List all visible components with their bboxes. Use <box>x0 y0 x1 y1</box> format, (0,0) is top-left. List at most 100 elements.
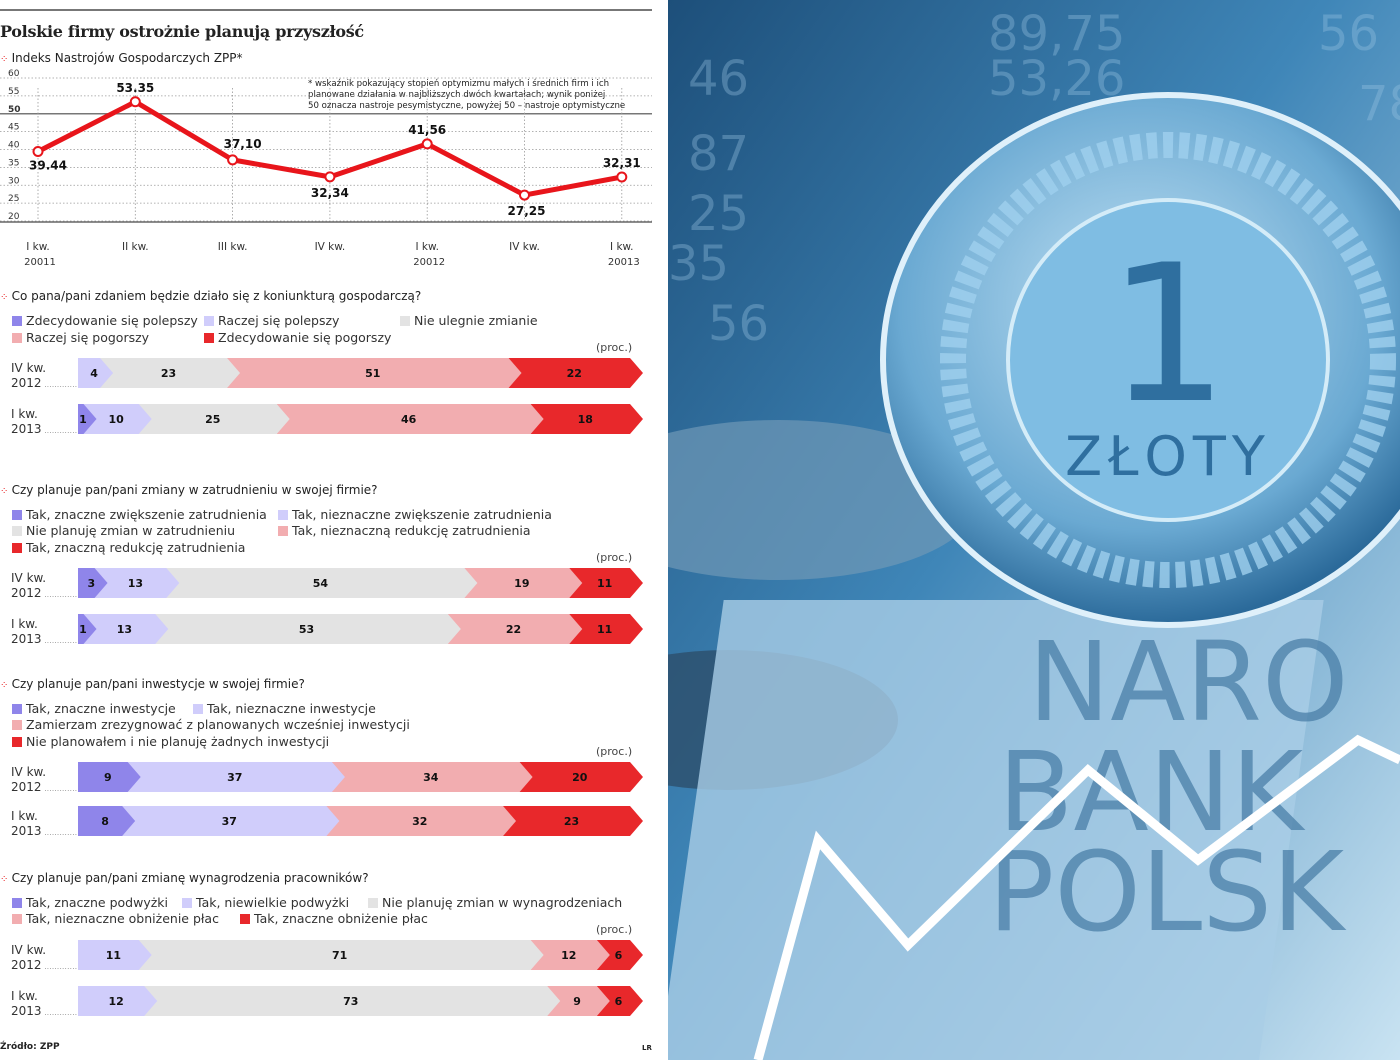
stacked-bar: 8 37 32 23 <box>78 806 643 836</box>
stacked-bar: 3 13 54 19 11 <box>78 568 643 598</box>
legend-swatch <box>12 509 22 520</box>
segment-value: 6 <box>615 949 623 962</box>
legend-label: Nie ulegnie zmianie <box>414 313 538 328</box>
data-point <box>421 138 433 150</box>
author-initials: LR <box>642 1044 652 1052</box>
data-point <box>32 146 44 158</box>
row-year: 2013 .............. <box>11 422 80 436</box>
x-tick-label: II kw. <box>122 241 149 253</box>
bar-segment <box>530 940 610 970</box>
legend-label: Tak, znaczne inwestycje <box>26 701 176 716</box>
legend-label: Tak, znaczne zwiększenie zatrudnienia <box>26 507 267 522</box>
legend-item: Tak, znaczne podwyżki <box>12 895 168 910</box>
row-label: I kw. 2013 .............. <box>11 809 80 840</box>
legend-label: Zamierzam zrezygnować z planowanych wcze… <box>26 717 410 732</box>
legend-item: Nie ulegnie zmianie <box>400 313 538 328</box>
segment-value: 9 <box>573 995 581 1008</box>
data-label: 39.44 <box>29 159 67 173</box>
bar-segment <box>100 358 241 388</box>
row-year: 2012 .............. <box>11 958 80 972</box>
svg-text:POLSK: POLSK <box>988 828 1347 956</box>
bar-segment <box>596 940 643 970</box>
x-tick-label: IV kw. <box>315 241 346 253</box>
legend-label: Nie planowałem i nie planuję żadnych inw… <box>26 734 330 749</box>
legend-item: Tak, znaczne zwiększenie zatrudnienia <box>12 507 267 522</box>
legend-swatch <box>12 703 22 714</box>
segment-value: 53 <box>299 623 314 636</box>
legend-item: Nie planuję zmian w zatrudnieniu <box>12 523 235 538</box>
row-quarter: I kw. <box>11 617 38 631</box>
legend-label: Tak, nieznaczne inwestycje <box>207 701 376 716</box>
bar-segment <box>519 762 643 792</box>
y-tick-label: 40 <box>8 141 20 151</box>
bar-segment <box>464 568 583 598</box>
stacked-bar: 1 10 25 46 18 <box>78 404 643 434</box>
segment-value: 13 <box>128 577 143 590</box>
segment-value: 11 <box>597 577 612 590</box>
coin-stack <box>668 420 978 580</box>
row-label: IV kw. 2012 .............. <box>11 765 80 796</box>
row-label: I kw. 2013 .............. <box>11 617 80 648</box>
x-tick-label: IV kw. <box>509 241 540 253</box>
background-number: 53,26 <box>988 51 1125 107</box>
bar-segment <box>78 404 97 434</box>
segment-value: 13 <box>117 623 132 636</box>
bar-segment <box>78 806 136 836</box>
row-quarter: I kw. <box>11 809 38 823</box>
legend-label: Zdecydowanie się pogorszy <box>218 330 392 345</box>
y-tick-label: 20 <box>8 212 20 222</box>
legend-swatch <box>12 315 22 326</box>
bar-segment <box>78 358 114 388</box>
row-year: 2013 .............. <box>11 824 80 838</box>
row-label: IV kw. 2012 .............. <box>11 571 80 602</box>
legend-item: Zdecydowanie się pogorszy <box>204 330 391 345</box>
legend-item: Tak, nieznaczne zwiększenie zatrudnienia <box>278 507 552 522</box>
legend-swatch <box>278 509 288 520</box>
bar-segment <box>447 614 583 644</box>
legend-label: Zdecydowanie się polepszy <box>26 313 198 328</box>
data-point <box>616 171 628 183</box>
bar-segment <box>94 568 180 598</box>
banknote-text: NARO BANK POLSK <box>988 618 1349 956</box>
top-rule <box>0 9 652 11</box>
legend-label: Nie planuję zmian w zatrudnieniu <box>26 523 236 538</box>
legend-label: Raczej się pogorszy <box>26 330 150 345</box>
x-tick-label: III kw. <box>218 241 248 253</box>
question-title: Czy planuje pan/pani inwestycje w swojej… <box>0 677 305 691</box>
bar-segment <box>569 614 643 644</box>
segment-value: 23 <box>564 815 579 828</box>
data-label: 32,34 <box>311 186 349 200</box>
legend-item: Tak, znaczne inwestycje <box>12 701 176 716</box>
legend-item: Tak, nieznaczne obniżenie płac <box>12 911 219 926</box>
data-label: 32,31 <box>603 156 641 170</box>
stacked-bar: 12 73 9 6 <box>78 986 643 1016</box>
segment-value: 9 <box>104 771 112 784</box>
bar-segment <box>530 404 643 434</box>
legend-item: Tak, niewielkie podwyżki <box>182 895 349 910</box>
bar-segment <box>78 568 108 598</box>
footnote: * wskaźnik pokazujący stopień optymizmu … <box>308 79 625 112</box>
segment-value: 6 <box>615 995 623 1008</box>
segment-value: 37 <box>222 815 237 828</box>
bar-segment <box>569 568 643 598</box>
stacked-bar: 9 37 34 20 <box>78 762 643 792</box>
data-label: 27,25 <box>508 204 546 218</box>
segment-value: 23 <box>161 367 176 380</box>
row-year: 2012 .............. <box>11 376 80 390</box>
segment-value: 22 <box>567 367 582 380</box>
bar-segment <box>78 762 141 792</box>
bar-segment <box>155 614 461 644</box>
background-number: 56 <box>708 296 769 352</box>
bar-segment <box>83 614 169 644</box>
legend-label: Raczej się polepszy <box>218 313 340 328</box>
background-number: 25 <box>688 186 749 242</box>
background-number: 89,75 <box>988 6 1125 62</box>
y-tick-label: 45 <box>8 123 19 133</box>
segment-value: 10 <box>108 413 124 426</box>
y-tick-label: 25 <box>8 194 19 204</box>
infographic-title: Polskie firmy ostrożnie planują przyszło… <box>0 22 364 41</box>
bar-segment <box>122 806 340 836</box>
row-year: 2013 .............. <box>11 632 80 646</box>
segment-value: 4 <box>90 367 98 380</box>
bar-segment <box>508 358 643 388</box>
